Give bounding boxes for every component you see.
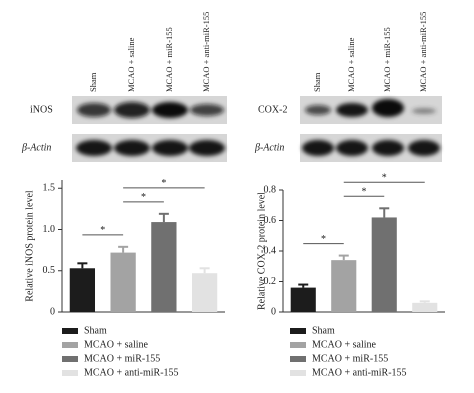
lane-label: MCAO + miR-155 <box>382 27 392 92</box>
blot-row-label: iNOS <box>30 104 53 115</box>
lane-label: MCAO + saline <box>346 37 356 92</box>
bar <box>290 287 316 312</box>
bar <box>331 260 357 312</box>
y-tick-label: 0.6 <box>264 215 277 226</box>
y-tick-label: 0 <box>271 306 276 317</box>
legend-label: MCAO + saline <box>312 339 377 350</box>
lane-label: MCAO + anti-miR-155 <box>418 12 428 92</box>
bar <box>151 222 177 312</box>
lane-label: MCAO + miR-155 <box>164 27 174 92</box>
y-tick-label: 1.0 <box>43 224 56 235</box>
y-tick-label: 0 <box>50 306 55 317</box>
legend-swatch <box>290 370 306 376</box>
legend-swatch <box>62 328 78 334</box>
lane-label: MCAO + anti-miR-155 <box>201 12 211 92</box>
significance-label: * <box>362 187 367 198</box>
significance-label: * <box>321 234 326 245</box>
bar <box>110 252 136 312</box>
y-axis-title: Relative iNOS protein level <box>24 190 35 302</box>
bar <box>371 217 397 312</box>
blot-bands <box>76 99 440 156</box>
bar <box>412 302 438 312</box>
blot-row-label: COX-2 <box>258 104 287 115</box>
legend-swatch <box>62 356 78 362</box>
significance-label: * <box>161 178 166 189</box>
blot-row-label: β-Actin <box>21 142 51 153</box>
lane-label: MCAO + saline <box>126 37 136 92</box>
legend-swatch <box>290 328 306 334</box>
bar <box>191 273 218 312</box>
legend-label: MCAO + miR-155 <box>84 353 160 364</box>
y-tick-label: 1.5 <box>43 183 56 194</box>
y-tick-label: 0.8 <box>264 184 277 195</box>
y-axis-title: Relative COX-2 protein level <box>256 192 267 310</box>
y-tick-label: 0.4 <box>264 245 277 256</box>
legend-label: MCAO + saline <box>84 339 149 350</box>
legend-swatch <box>290 342 306 348</box>
blot-row-label: β-Actin <box>254 142 284 153</box>
y-tick-label: 0.5 <box>43 265 56 276</box>
legend-label: MCAO + miR-155 <box>312 353 388 364</box>
significance-label: * <box>100 225 105 236</box>
legend-label: MCAO + anti-miR-155 <box>312 367 407 378</box>
legend-swatch <box>290 356 306 362</box>
significance-label: * <box>141 192 146 203</box>
legend-label: Sham <box>84 325 107 336</box>
y-tick-label: 0.2 <box>264 276 277 287</box>
bar <box>69 268 96 312</box>
legend-label: MCAO + anti-miR-155 <box>84 367 179 378</box>
lane-label: Sham <box>88 72 98 92</box>
legend-label: Sham <box>312 325 335 336</box>
lane-label: Sham <box>312 72 322 92</box>
legend-swatch <box>62 370 78 376</box>
significance-label: * <box>382 173 387 184</box>
legend-swatch <box>62 342 78 348</box>
